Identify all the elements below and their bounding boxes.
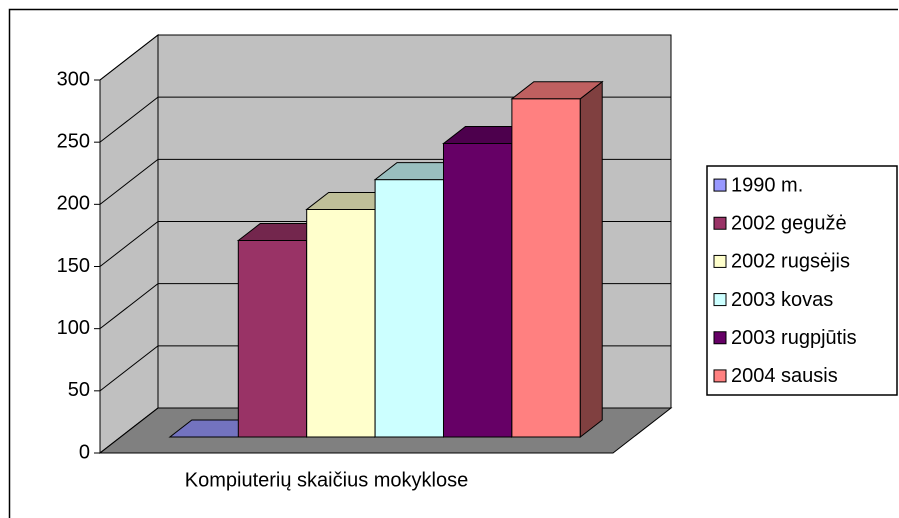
y-tick-label: 0 xyxy=(79,441,90,463)
legend-swatch xyxy=(713,331,727,345)
y-tick-label: 250 xyxy=(57,130,90,152)
legend-swatch xyxy=(713,178,727,192)
bar-front xyxy=(442,143,513,438)
x-tick-label: Kompiuterių skaičius mokyklose xyxy=(185,469,468,491)
bar-front xyxy=(306,208,376,438)
legend-swatch xyxy=(713,369,727,383)
bar-front xyxy=(374,179,444,438)
y-tick-label: 50 xyxy=(68,379,90,401)
legend-swatch xyxy=(713,254,727,268)
y-tick-label: 300 xyxy=(57,68,90,90)
legend-label: 1990 m. xyxy=(731,174,803,196)
grid-line xyxy=(99,34,671,81)
legend-label: 2002 gegužė xyxy=(731,213,847,235)
legend-box xyxy=(706,165,898,396)
chart-border xyxy=(8,8,898,518)
bar-front xyxy=(511,98,581,438)
bar-top xyxy=(510,81,604,100)
legend-label: 2003 rugpjūtis xyxy=(731,327,857,349)
y-tick-label: 200 xyxy=(57,193,90,215)
legend-label: 2003 kovas xyxy=(731,289,833,311)
legend-label: 2004 sausis xyxy=(731,365,838,387)
bar-side xyxy=(579,80,603,439)
legend-label: 2002 rugsėjis xyxy=(731,251,850,273)
y-tick-label: 150 xyxy=(57,255,90,277)
grid-line xyxy=(99,96,671,143)
legend-swatch xyxy=(713,216,727,230)
legend: 1990 m. 2002 gegužė 2002 rugsėjis 2003 kova… xyxy=(706,165,898,396)
legend-swatch xyxy=(713,293,727,307)
bar-front xyxy=(237,240,308,438)
y-tick-label: 100 xyxy=(57,317,90,339)
plot-area: 0 50 100 150 200 250 300 Kompiuterių skaičius m… xyxy=(57,33,673,491)
